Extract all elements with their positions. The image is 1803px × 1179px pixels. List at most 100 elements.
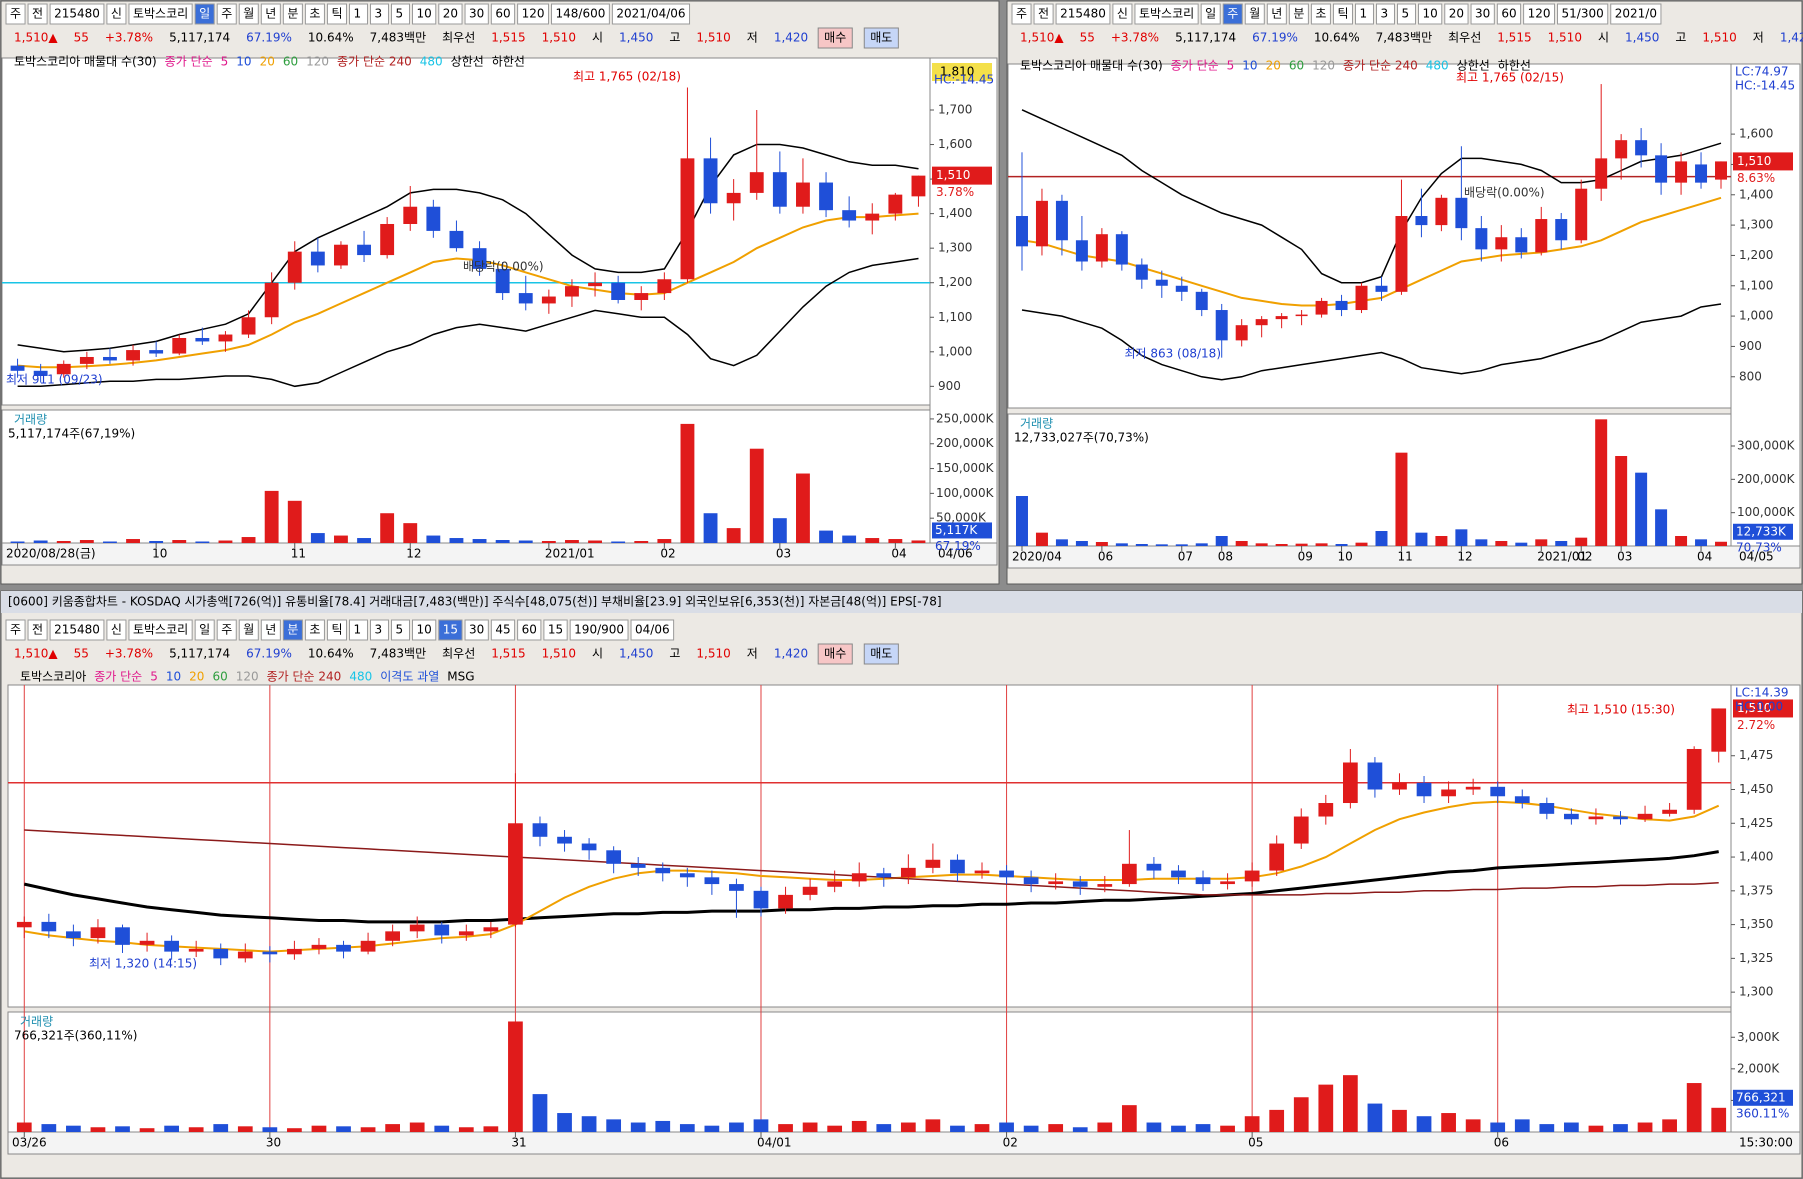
toolbar-label[interactable]: 일 (199, 623, 210, 637)
toolbar-label[interactable]: 3 (1380, 7, 1388, 21)
toolbar-label[interactable]: 1 (353, 7, 361, 21)
toolbar-label[interactable]: 30 (1475, 7, 1490, 21)
order-button[interactable] (863, 27, 899, 49)
toolbar-button[interactable] (1266, 3, 1287, 25)
toolbar-button[interactable] (216, 619, 237, 641)
toolbar-button[interactable] (304, 3, 325, 25)
toolbar-label[interactable]: 월 (243, 7, 254, 21)
info-item[interactable]: 매수 (824, 647, 846, 661)
toolbar-button[interactable] (1134, 3, 1199, 25)
toolbar-button[interactable] (216, 3, 237, 25)
toolbar-button[interactable] (128, 619, 193, 641)
toolbar-button[interactable] (438, 619, 463, 641)
toolbar-button[interactable] (1332, 3, 1353, 25)
toolbar-label[interactable]: 215480 (54, 623, 100, 637)
info-item[interactable]: 매도 (870, 31, 892, 45)
toolbar-label[interactable]: 초 (309, 7, 320, 21)
toolbar-label[interactable]: 148/600 (556, 7, 606, 21)
toolbar-button[interactable] (411, 3, 437, 25)
toolbar-button[interactable] (1396, 3, 1416, 25)
toolbar-label[interactable]: 분 (1293, 7, 1304, 21)
toolbar-label[interactable]: 3 (374, 623, 382, 637)
toolbar-label[interactable]: 60 (1501, 7, 1516, 21)
toolbar-button[interactable] (326, 619, 347, 641)
toolbar-button[interactable] (1470, 3, 1495, 25)
toolbar-button[interactable] (1055, 3, 1111, 25)
toolbar-label[interactable]: 분 (287, 623, 298, 637)
toolbar-button[interactable] (517, 619, 542, 641)
toolbar-label[interactable]: 틱 (1337, 7, 1348, 21)
toolbar-label[interactable]: 120 (1528, 7, 1551, 21)
info-item[interactable]: 매수 (824, 31, 846, 45)
toolbar-label[interactable]: 토박스코리 (133, 7, 188, 21)
toolbar-label[interactable]: 15 (443, 623, 458, 637)
toolbar-button[interactable] (5, 619, 26, 641)
toolbar-label[interactable]: 190/900 (574, 623, 624, 637)
toolbar-button[interactable] (517, 3, 550, 25)
order-button[interactable] (863, 643, 899, 665)
toolbar-button[interactable] (27, 619, 48, 641)
toolbar-button[interactable] (1200, 3, 1221, 25)
toolbar-button[interactable] (1523, 3, 1556, 25)
toolbar-label[interactable]: 5 (395, 623, 403, 637)
order-button[interactable] (817, 27, 853, 49)
toolbar-button[interactable] (1011, 3, 1032, 25)
toolbar-button[interactable] (611, 3, 691, 25)
toolbar-button[interactable] (260, 619, 281, 641)
toolbar-label[interactable]: 10 (1422, 7, 1437, 21)
toolbar-button[interactable] (438, 3, 463, 25)
toolbar-label[interactable]: 토박스코리 (1139, 7, 1194, 21)
toolbar-label[interactable]: 신 (111, 623, 122, 637)
toolbar-label[interactable]: 120 (522, 7, 545, 21)
toolbar-button[interactable] (1222, 3, 1243, 25)
toolbar-label[interactable]: 초 (1315, 7, 1326, 21)
toolbar-button[interactable] (5, 3, 26, 25)
toolbar-button[interactable] (260, 3, 281, 25)
toolbar-button[interactable] (1375, 3, 1395, 25)
toolbar-button[interactable] (1444, 3, 1469, 25)
toolbar-label[interactable]: 년 (265, 623, 276, 637)
toolbar-label[interactable]: 15 (548, 623, 563, 637)
toolbar-button[interactable] (1244, 3, 1265, 25)
toolbar-button[interactable] (543, 619, 568, 641)
toolbar-label[interactable]: 신 (1117, 7, 1128, 21)
toolbar-label[interactable]: 월 (243, 623, 254, 637)
toolbar-button[interactable] (106, 619, 127, 641)
toolbar-label[interactable]: 51/300 (1562, 7, 1604, 21)
toolbar-label[interactable]: 30 (469, 7, 484, 21)
toolbar-label[interactable]: 10 (416, 623, 431, 637)
toolbar-label[interactable]: 주 (221, 7, 232, 21)
toolbar-label[interactable]: 3 (374, 7, 382, 21)
toolbar-button[interactable] (1310, 3, 1331, 25)
toolbar-button[interactable] (27, 3, 48, 25)
toolbar-button[interactable] (369, 619, 389, 641)
toolbar-label[interactable]: 5 (395, 7, 403, 21)
toolbar-label[interactable]: 주 (1227, 7, 1238, 21)
toolbar-button[interactable] (464, 3, 489, 25)
toolbar-label[interactable]: 1 (353, 623, 361, 637)
toolbar-label[interactable]: 틱 (331, 623, 342, 637)
toolbar-button[interactable] (1417, 3, 1443, 25)
toolbar-label[interactable]: 년 (1271, 7, 1282, 21)
toolbar-button[interactable] (390, 619, 410, 641)
toolbar-button[interactable] (551, 3, 610, 25)
toolbar-label[interactable]: 전 (1038, 7, 1049, 21)
toolbar-button[interactable] (49, 619, 105, 641)
toolbar-button[interactable] (128, 3, 193, 25)
toolbar-label[interactable]: 04/06 (635, 623, 670, 637)
order-button[interactable] (817, 643, 853, 665)
toolbar-label[interactable]: 1 (1359, 7, 1367, 21)
toolbar-button[interactable] (490, 619, 516, 641)
toolbar-label[interactable]: 2021/04/06 (616, 7, 685, 21)
toolbar-button[interactable] (1557, 3, 1609, 25)
toolbar-button[interactable] (106, 3, 127, 25)
toolbar-button[interactable] (49, 3, 105, 25)
toolbar-button[interactable] (1354, 3, 1374, 25)
toolbar-button[interactable] (490, 3, 516, 25)
toolbar-button[interactable] (630, 619, 675, 641)
toolbar-label[interactable]: 60 (495, 7, 510, 21)
toolbar-button[interactable] (1610, 3, 1662, 25)
toolbar-button[interactable] (464, 619, 489, 641)
toolbar-button[interactable] (348, 619, 368, 641)
toolbar-button[interactable] (369, 3, 389, 25)
